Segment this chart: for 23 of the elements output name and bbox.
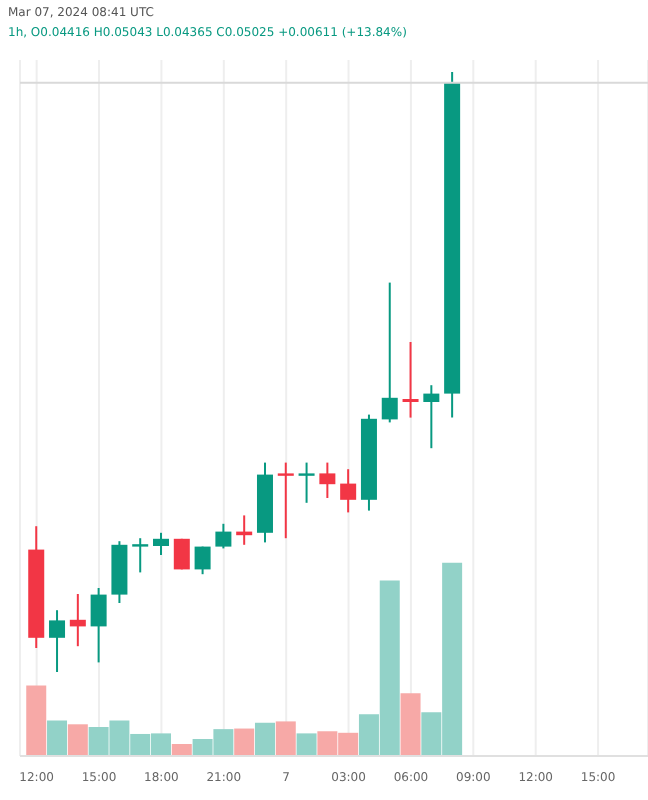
candlestick xyxy=(319,461,336,499)
candlestick xyxy=(381,281,398,424)
bar xyxy=(171,744,192,756)
candlestick xyxy=(194,545,211,576)
candlestick xyxy=(298,461,315,504)
bar xyxy=(275,721,296,756)
bar xyxy=(254,722,275,756)
candlestick xyxy=(132,537,149,574)
bar xyxy=(296,733,317,756)
candlestick xyxy=(49,609,66,673)
bar xyxy=(400,693,421,756)
candlestick xyxy=(340,468,357,514)
candlestick xyxy=(402,341,419,419)
candlestick xyxy=(277,461,294,540)
candlestick xyxy=(153,531,170,556)
candlestick xyxy=(423,384,440,450)
candlestick xyxy=(90,587,107,664)
bar xyxy=(67,724,88,756)
bar xyxy=(234,728,255,756)
candlestick xyxy=(69,593,86,648)
bar xyxy=(26,685,47,756)
bar xyxy=(47,720,68,756)
candlestick xyxy=(215,522,232,550)
